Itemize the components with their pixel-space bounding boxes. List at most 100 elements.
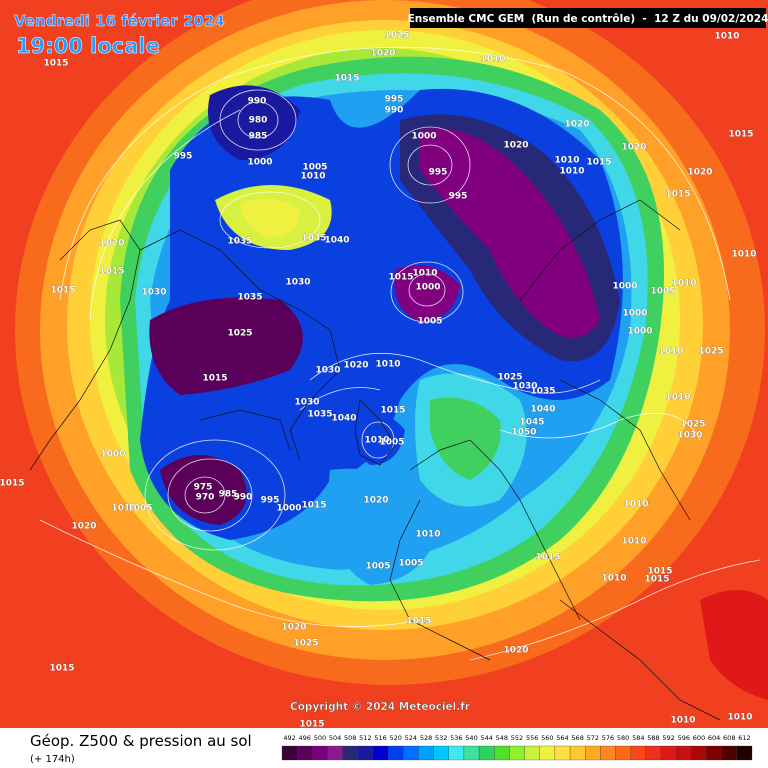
pressure-label: 1010	[658, 347, 683, 357]
pressure-label: 1015	[380, 406, 405, 416]
pressure-label: 1010	[364, 436, 389, 446]
pressure-label: 1005	[379, 438, 404, 448]
pressure-label: 1010	[671, 279, 696, 289]
pressure-label: 1030	[285, 278, 310, 288]
pressure-label: 1025	[497, 373, 522, 383]
pressure-label: 975	[194, 483, 213, 493]
legend: 492 496 500 504 508 512 516 520 524 528 532 536 540 5…	[281, 734, 753, 761]
legend-swatch	[327, 745, 343, 761]
legend-label: 492	[283, 734, 295, 742]
pressure-label: 1005	[398, 559, 423, 569]
legend-label: 544	[480, 734, 492, 742]
run-info: Ensemble CMC GEM (Run de contrôle) - 12 …	[408, 13, 768, 25]
pressure-label: 1045	[519, 418, 544, 428]
legend-swatch	[494, 745, 510, 761]
pressure-label: 1015	[99, 267, 124, 277]
legend-swatch	[645, 745, 662, 761]
legend-swatch	[721, 745, 737, 761]
legend-swatch	[585, 745, 601, 761]
legend-swatch	[691, 745, 707, 761]
pressure-label: 1010	[412, 269, 437, 279]
pressure-label: 1020	[621, 143, 646, 153]
pressure-label: 1010	[554, 156, 579, 166]
pressure-label: 1030	[315, 366, 340, 376]
legend-label: 596	[678, 734, 690, 742]
pressure-label: 1050	[511, 428, 536, 438]
pressure-label: 1015	[586, 158, 611, 168]
pressure-label: 1005	[365, 562, 390, 572]
lead-time: (+ 174h)	[30, 754, 75, 765]
pressure-label: 1015	[644, 575, 669, 585]
pressure-label: 1005	[650, 287, 675, 297]
pressure-label: 1040	[324, 236, 349, 246]
pressure-label: 1020	[343, 361, 368, 371]
pressure-label: 1005	[417, 317, 442, 327]
pressure-label: 1010	[300, 172, 325, 182]
pressure-label: 1015	[647, 567, 672, 577]
legend-label: 568	[571, 734, 583, 742]
pressure-label: 1030	[141, 288, 166, 298]
pressure-label: 1020	[71, 522, 96, 532]
pressure-label: 1010	[714, 32, 739, 42]
pressure-label: 1000	[612, 282, 637, 292]
pressure-label: 1010	[559, 167, 584, 177]
legend-swatch	[281, 745, 298, 761]
pressure-label: 1030	[677, 431, 702, 441]
legend-label: 612	[738, 734, 750, 742]
legend-label: 580	[617, 734, 629, 742]
legend-label: 520	[389, 734, 401, 742]
legend-label: 592	[662, 734, 674, 742]
run-banner	[410, 8, 766, 28]
legend-swatch	[660, 745, 677, 761]
pressure-label: 1015	[665, 190, 690, 200]
legend-swatch	[433, 745, 449, 761]
legend-swatch	[448, 745, 465, 761]
pressure-label: 1030	[294, 398, 319, 408]
pressure-label: 1010	[601, 574, 626, 584]
pressure-label: 1000	[415, 283, 440, 293]
pressure-label: 1010	[375, 360, 400, 370]
legend-swatch	[615, 745, 631, 761]
legend-label: 508	[344, 734, 356, 742]
legend-label: 536	[450, 734, 462, 742]
legend-swatch	[357, 745, 374, 761]
pressure-label: 1015	[388, 273, 413, 283]
pressure-label: 1005	[302, 163, 327, 173]
pressure-label: 1015	[49, 664, 74, 674]
legend-swatch	[569, 745, 586, 761]
pressure-label: 1010	[111, 504, 136, 514]
legend-swatch	[539, 745, 556, 761]
legend-label: 564	[556, 734, 568, 742]
pressure-label: 1015	[406, 617, 431, 627]
footer-title: Géop. Z500 & pression au sol	[30, 732, 252, 750]
legend-label: 540	[465, 734, 477, 742]
legend-label: 608	[723, 734, 735, 742]
pressure-label: 1035	[307, 410, 332, 420]
pressure-label: 995	[449, 192, 468, 202]
pressure-label: 1005	[127, 504, 152, 514]
pressure-label: 1010	[665, 393, 690, 403]
legend-label: 548	[496, 734, 508, 742]
pressure-label: 1025	[698, 347, 723, 357]
legend-swatch	[387, 745, 404, 761]
pressure-label: 1015	[50, 286, 75, 296]
pressure-label: 1000	[247, 158, 272, 168]
pressure-label: 995	[385, 95, 404, 105]
date: Vendredi 16 février 2024	[14, 12, 225, 30]
pressure-label: 1010	[731, 250, 756, 260]
pressure-label: 1010	[480, 55, 505, 65]
pressure-label: 1020	[503, 141, 528, 151]
legend-label: 524	[405, 734, 417, 742]
pressure-label: 995	[261, 496, 280, 506]
legend-label: 584	[632, 734, 644, 742]
legend-swatch	[554, 745, 571, 761]
pressure-label: 1035	[227, 237, 252, 247]
pressure-label: 1025	[293, 639, 318, 649]
pressure-label: 1020	[363, 496, 388, 506]
pressure-label: 1030	[512, 382, 537, 392]
legend-label: 576	[602, 734, 614, 742]
pressure-label: 1015	[43, 59, 68, 69]
pressure-label: 985	[219, 490, 238, 500]
legend-swatch	[600, 745, 616, 761]
